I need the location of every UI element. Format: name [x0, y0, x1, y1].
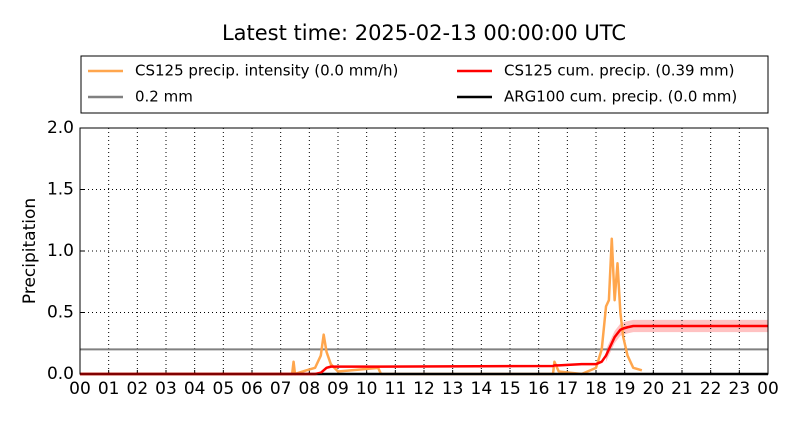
legend-box [80, 55, 769, 114]
x-tick-label: 13 [442, 379, 464, 399]
series-line [80, 237, 643, 376]
x-tick-label: 22 [700, 379, 722, 399]
x-tick-label: 18 [585, 379, 607, 399]
x-tick-label: 08 [299, 379, 321, 399]
uncertainty-band [606, 319, 768, 362]
x-tick-label: 17 [557, 379, 579, 399]
x-tick-label: 10 [356, 379, 378, 399]
x-tick-label: 11 [385, 379, 407, 399]
x-tick-label: 00 [69, 379, 91, 399]
chart-title: Latest time: 2025-02-13 00:00:00 UTC [222, 21, 626, 45]
x-tick-label: 03 [155, 379, 177, 399]
x-tick-label: 06 [241, 379, 263, 399]
legend-label: CS125 precip. intensity (0.0 mm/h) [135, 62, 398, 80]
x-tick-label: 21 [671, 379, 693, 399]
y-tick-label: 1.0 [47, 241, 74, 261]
legend-label: ARG100 cum. precip. (0.0 mm) [504, 88, 737, 106]
x-tick-label: 09 [327, 379, 349, 399]
x-tick-label: 14 [471, 379, 493, 399]
plot-frame [79, 127, 769, 375]
x-tick-label: 23 [729, 379, 751, 399]
x-tick-label: 12 [413, 379, 435, 399]
x-tick-label: 02 [127, 379, 149, 399]
x-tick-label: 19 [614, 379, 636, 399]
y-tick-label: 1.5 [47, 180, 74, 200]
y-axis-label: Precipitation [20, 198, 40, 304]
x-tick-label: 00 [757, 379, 779, 399]
x-tick-label: 01 [98, 379, 120, 399]
x-tick-label: 04 [184, 379, 206, 399]
x-tick-label: 20 [643, 379, 665, 399]
x-tick-label: 16 [528, 379, 550, 399]
legend-label: 0.2 mm [135, 88, 193, 106]
y-tick-label: 0.0 [47, 364, 74, 384]
x-tick-label: 05 [213, 379, 235, 399]
legend-label: CS125 cum. precip. (0.39 mm) [504, 62, 734, 80]
y-tick-label: 2.0 [47, 118, 74, 138]
y-tick-label: 0.5 [47, 303, 74, 323]
x-tick-label: 07 [270, 379, 292, 399]
x-tick-label: 15 [499, 379, 521, 399]
